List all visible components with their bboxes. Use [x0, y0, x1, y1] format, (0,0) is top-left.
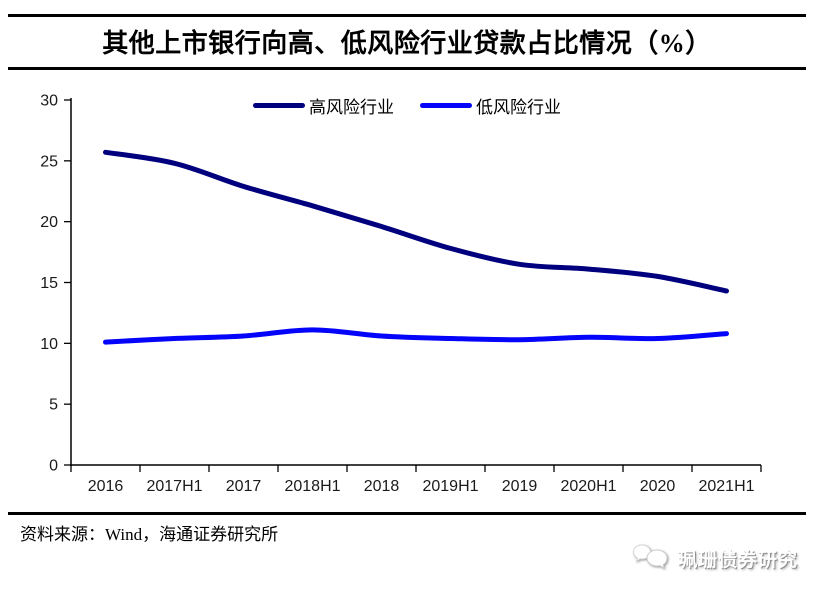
source-note: 资料来源：Wind，海通证券研究所	[20, 525, 279, 544]
x-axis-ticks: 2016 2017H1 2017 2018H1 2018 2019H1 2019 2020H1…	[70, 465, 762, 495]
legend-item-low-risk: 低风险行业	[420, 93, 561, 118]
legend-swatch-low-risk	[420, 103, 472, 108]
legend-swatch-high-risk	[253, 103, 305, 108]
chat-bubbles-icon	[632, 544, 668, 570]
watermark-text: 珮珊债券研究	[677, 549, 798, 571]
x-tick-label: 2020	[640, 478, 676, 495]
y-axis-ticks: 0 5 10 15 20 25 30	[40, 93, 71, 475]
series-line-高风险行业	[103, 149, 729, 294]
header-top-rule	[8, 14, 806, 17]
x-tick-label: 2016	[88, 478, 124, 495]
y-tick-label: 25	[40, 153, 58, 170]
series-lines	[103, 149, 729, 345]
y-tick-label: 10	[40, 336, 58, 353]
legend-label-high-risk: 高风险行业	[309, 98, 394, 117]
legend-item-high-risk: 高风险行业	[253, 93, 394, 118]
x-tick-label: 2019	[502, 478, 538, 495]
y-tick-label: 15	[40, 275, 58, 292]
header-bottom-rule	[8, 67, 806, 70]
x-tick-label: 2021H1	[698, 478, 754, 495]
chart-legend: 高风险行业 低风险行业	[0, 93, 814, 118]
y-tick-label: 30	[40, 93, 58, 110]
x-tick-label: 2020H1	[560, 478, 616, 495]
y-tick-label: 20	[40, 214, 58, 231]
chart-title: 其他上市银行向高、低风险行业贷款占比情况（%）	[102, 29, 712, 58]
x-tick-label: 2017	[226, 478, 262, 495]
x-tick-label: 2019H1	[422, 478, 478, 495]
x-tick-label: 2018	[364, 478, 400, 495]
x-tick-label: 2018H1	[284, 478, 340, 495]
watermark: 珮珊债券研究	[632, 543, 798, 573]
x-tick-label: 2017H1	[146, 478, 202, 495]
legend-label-low-risk: 低风险行业	[476, 98, 561, 117]
footer-rule	[8, 512, 806, 515]
y-tick-label: 0	[49, 458, 58, 475]
series-line-低风险行业	[103, 327, 729, 345]
y-tick-label: 5	[49, 397, 58, 414]
